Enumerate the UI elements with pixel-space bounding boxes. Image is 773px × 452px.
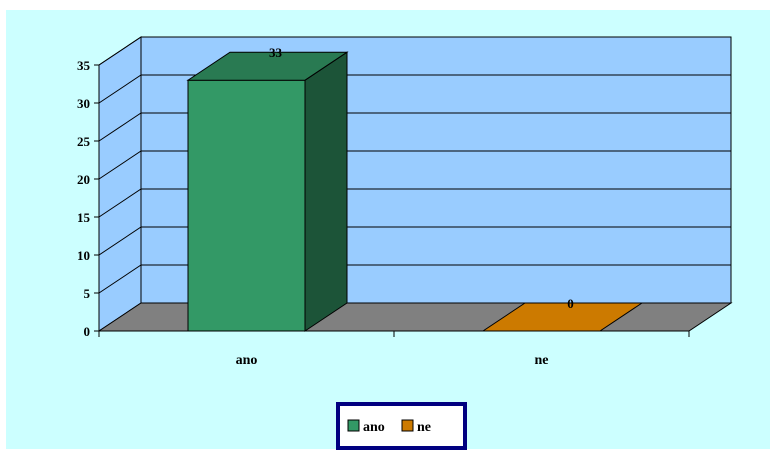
bar-ano-front [187, 79, 306, 332]
y-tick-label: 20 [77, 172, 90, 187]
legend-swatch-ano [347, 419, 360, 432]
y-tick-label: 10 [77, 248, 90, 263]
legend-label-ne: ne [417, 420, 431, 435]
gridline [98, 112, 731, 142]
legend-label-ano: ano [363, 420, 385, 435]
data-label-ano: 33 [269, 45, 283, 60]
y-tick-label: 35 [77, 58, 91, 73]
gridline [98, 74, 731, 104]
gridline [98, 150, 731, 180]
gridline [98, 226, 731, 256]
bar-ano-top [186, 51, 349, 81]
gridline [98, 188, 731, 218]
x-tick-label-ne: ne [535, 353, 549, 368]
gridline [98, 36, 731, 66]
gridline [98, 264, 731, 294]
side-wall [98, 36, 142, 332]
legend-swatch-ne [401, 419, 414, 432]
y-tick-label: 15 [77, 210, 91, 225]
y-tick-label: 30 [77, 96, 90, 111]
legend-box [336, 402, 467, 450]
x-tick-label-ano: ano [236, 353, 258, 368]
y-tick-label: 5 [84, 286, 91, 301]
y-tick-label: 0 [84, 324, 91, 339]
bar-ano-side [304, 51, 348, 332]
y-tick-label: 25 [77, 134, 91, 149]
bar-ne-top [481, 302, 644, 332]
data-label-ne: 0 [567, 296, 574, 311]
